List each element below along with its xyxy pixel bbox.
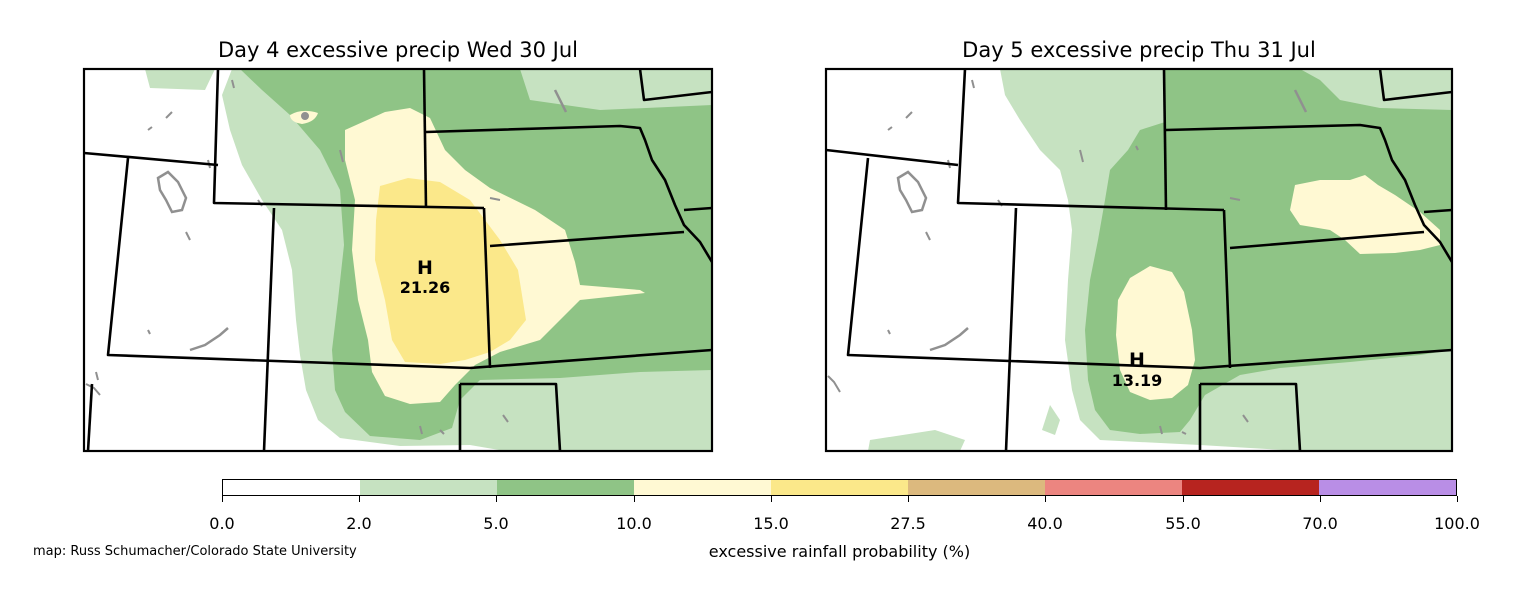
colorbar-tick	[221, 496, 223, 502]
colorbar-tick	[770, 496, 772, 502]
colorbar-segment	[634, 480, 771, 495]
colorbar-tick	[358, 496, 360, 502]
colorbar-tick-label: 40.0	[1027, 514, 1063, 533]
colorbar-tick-label: 0.0	[209, 514, 235, 533]
panel1-max-value: 21.26	[400, 278, 451, 297]
panel1-title: Day 4 excessive precip Wed 30 Jul	[218, 38, 578, 62]
colorbar-tick-label: 5.0	[483, 514, 509, 533]
colorbar-label: excessive rainfall probability (%)	[708, 542, 971, 561]
colorbar-segment	[1045, 480, 1182, 495]
colorbar-tick	[1456, 496, 1458, 502]
colorbar-segment	[771, 480, 908, 495]
colorbar-tick	[1182, 496, 1184, 502]
panel2-title: Day 5 excessive precip Thu 31 Jul	[962, 38, 1316, 62]
colorbar-tick-label: 10.0	[616, 514, 652, 533]
colorbar-tick-label: 55.0	[1165, 514, 1201, 533]
panel1-max-letter: H	[417, 257, 433, 279]
colorbar-tick-label: 100.0	[1434, 514, 1480, 533]
colorbar-segment	[360, 480, 497, 495]
map-credit: map: Russ Schumacher/Colorado State Univ…	[33, 544, 357, 559]
panel2-max-letter: H	[1129, 349, 1145, 371]
panel1-map: H 21.26	[84, 69, 712, 451]
colorbar-tick	[495, 496, 497, 502]
colorbar-segment	[908, 480, 1045, 495]
colorbar-tick-label: 70.0	[1302, 514, 1338, 533]
panel2-frame	[824, 67, 1454, 453]
colorbar-tick-label: 2.0	[346, 514, 372, 533]
colorbar-tick-label: 15.0	[753, 514, 789, 533]
colorbar-tick	[1044, 496, 1046, 502]
panel2-map: H 13.19	[826, 69, 1452, 451]
colorbar-segment	[223, 480, 360, 495]
panel1-frame	[82, 67, 714, 453]
colorbar-segment	[1182, 480, 1319, 495]
colorbar-tick-label: 27.5	[890, 514, 926, 533]
colorbar-segment	[497, 480, 634, 495]
panel2-max-value: 13.19	[1112, 371, 1163, 390]
colorbar	[222, 479, 1457, 496]
colorbar-segment	[1319, 480, 1456, 495]
colorbar-tick	[1319, 496, 1321, 502]
colorbar-ticks: 0.0 2.0 5.0 10.0 15.0 27.5 40.0 55.0 70.0 100.0	[209, 496, 1480, 536]
colorbar-tick	[633, 496, 635, 502]
colorbar-tick	[907, 496, 909, 502]
